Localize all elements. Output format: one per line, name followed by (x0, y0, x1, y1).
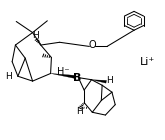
Polygon shape (92, 80, 106, 83)
Text: H: H (106, 76, 112, 85)
Text: H⁻: H⁻ (57, 67, 70, 77)
Text: Hʹʹ: Hʹʹ (76, 107, 88, 116)
Text: H: H (33, 31, 39, 40)
Text: Li⁺: Li⁺ (139, 57, 155, 67)
Polygon shape (51, 74, 75, 78)
Text: O: O (88, 40, 96, 50)
Text: B: B (73, 73, 81, 83)
Text: H: H (5, 72, 12, 81)
